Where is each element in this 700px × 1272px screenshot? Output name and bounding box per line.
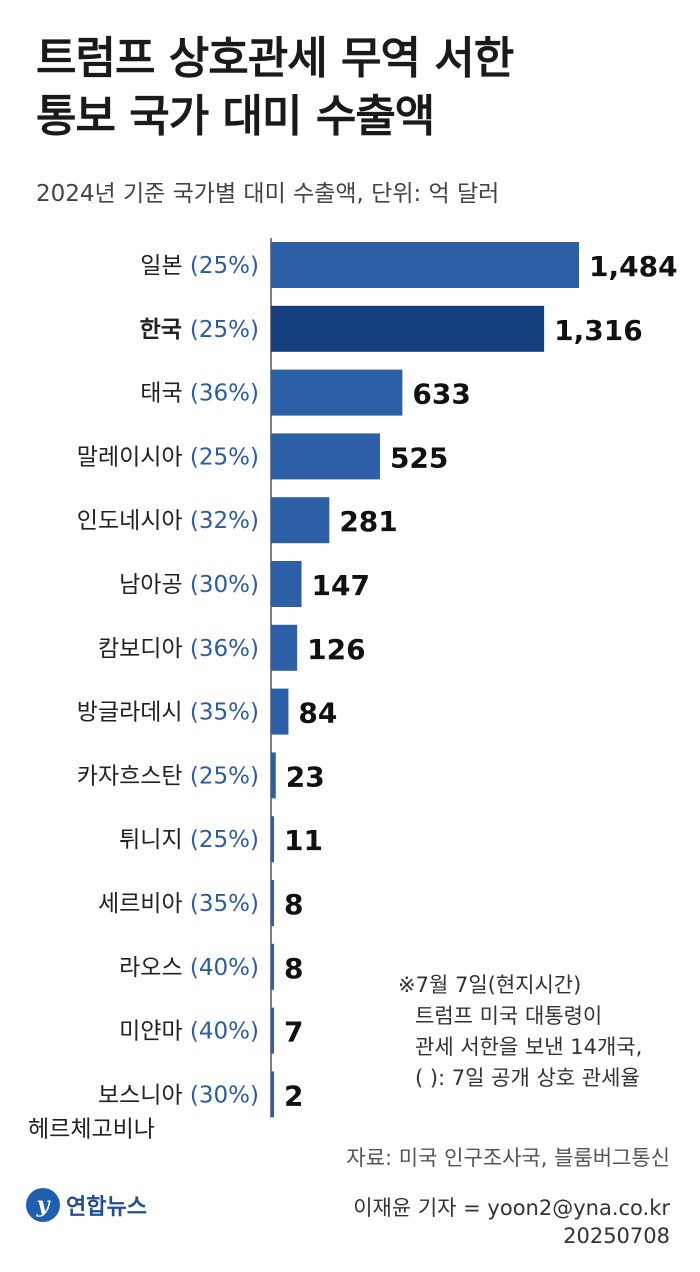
- category-name-0: 일본: [140, 253, 190, 279]
- category-label-8: 카자흐스탄 (25%): [77, 763, 259, 789]
- tariff-rate-7: (35%): [190, 700, 259, 726]
- bar-10: [271, 880, 274, 926]
- footnote-line-2: 트럼프 미국 대통령이: [415, 1004, 603, 1028]
- footnote: ※7월 7일(현지시간) 트럼프 미국 대통령이 관세 서한을 보낸 14개국,…: [398, 970, 693, 1094]
- category-label-9: 튀니지 (25%): [119, 827, 259, 853]
- title-line-1: 트럼프 상호관세 무역 서한: [36, 33, 514, 84]
- bar-12: [271, 1007, 274, 1054]
- category-label-6: 캄보디아 (36%): [98, 636, 259, 662]
- category-label-line2-13: 헤르체고비나: [28, 1116, 155, 1142]
- tariff-rate-12: (40%): [190, 1019, 259, 1045]
- tariff-rate-13: (30%): [190, 1082, 259, 1108]
- bar-5: [271, 561, 302, 607]
- value-label-12: 7: [284, 1016, 303, 1049]
- tariff-rate-2: (36%): [190, 381, 259, 407]
- yonhap-logo-icon: y: [26, 1188, 60, 1222]
- category-name-4: 인도네시아: [77, 508, 190, 534]
- value-label-13: 2: [284, 1079, 303, 1112]
- category-name-5: 남아공: [119, 572, 190, 598]
- bar-4: [271, 497, 330, 544]
- footnote-line-1: ※7월 7일(현지시간): [398, 973, 582, 997]
- bar-9: [271, 816, 274, 863]
- category-label-5: 남아공 (30%): [119, 572, 259, 598]
- value-label-1: 1,316: [554, 314, 643, 347]
- bar-8: [271, 752, 276, 799]
- category-name-3: 말레이시아: [77, 444, 190, 470]
- tariff-rate-0: (25%): [190, 253, 259, 279]
- category-name-11: 라오스: [119, 955, 190, 981]
- value-label-2: 633: [412, 378, 470, 411]
- bar-7: [271, 688, 289, 735]
- value-label-6: 126: [307, 633, 365, 666]
- footnote-line-3: 관세 서한을 보낸 14개국,: [415, 1035, 643, 1059]
- bar-2: [271, 369, 403, 416]
- category-name-12: 미얀마: [119, 1019, 190, 1045]
- bar-3: [271, 433, 380, 480]
- bar-6: [271, 624, 298, 671]
- value-label-8: 23: [286, 760, 325, 793]
- yonhap-logo: y 연합뉴스: [26, 1188, 147, 1222]
- source-text: 자료: 미국 인구조사국, 블룸버그통신: [346, 1146, 670, 1170]
- category-label-3: 말레이시아 (25%): [77, 444, 259, 470]
- title-line-2: 통보 국가 대미 수출액: [36, 91, 435, 142]
- value-label-4: 281: [339, 505, 397, 538]
- category-name-7: 방글라데시: [77, 700, 190, 726]
- category-label-13: 보스니아 (30%): [98, 1082, 259, 1108]
- category-label-10: 세르비아 (35%): [98, 891, 259, 917]
- tariff-rate-4: (32%): [190, 508, 259, 534]
- value-label-7: 84: [298, 697, 337, 730]
- yonhap-logo-name: 연합뉴스: [66, 1195, 147, 1220]
- bar-0: [271, 242, 579, 288]
- tariff-rate-6: (36%): [190, 636, 259, 662]
- value-label-9: 11: [284, 824, 323, 857]
- category-name-1: 한국: [140, 317, 190, 343]
- category-label-4: 인도네시아 (32%): [77, 508, 259, 534]
- tariff-rate-10: (35%): [190, 891, 259, 917]
- bar-13: [271, 1071, 274, 1118]
- category-label-2: 태국 (36%): [140, 381, 259, 407]
- tariff-rate-11: (40%): [190, 955, 259, 981]
- category-name-13: 보스니아: [98, 1082, 190, 1108]
- category-label-1: 한국 (25%): [140, 317, 259, 343]
- subtitle: 2024년 기준 국가별 대미 수출액, 단위: 억 달러: [36, 181, 500, 207]
- category-name-9: 튀니지: [119, 827, 190, 853]
- tariff-rate-1: (25%): [190, 317, 259, 343]
- tariff-rate-9: (25%): [190, 827, 259, 853]
- value-label-11: 8: [284, 952, 303, 985]
- bar-11: [271, 943, 274, 990]
- bar-1: [271, 305, 545, 352]
- category-name-2: 태국: [140, 381, 190, 407]
- tariff-rate-3: (25%): [190, 444, 259, 470]
- category-label-11: 라오스 (40%): [119, 955, 259, 981]
- value-label-10: 8: [284, 888, 303, 921]
- category-label-0: 일본 (25%): [140, 253, 259, 279]
- category-name-8: 카자흐스탄: [77, 763, 190, 789]
- byline: 이재윤 기자 = yoon2@yna.co.kr 20250708: [353, 1194, 670, 1250]
- footnote-line-4: ( ): 7일 공개 상호 관세율: [415, 1066, 640, 1090]
- category-label-12: 미얀마 (40%): [119, 1019, 259, 1045]
- category-label-7: 방글라데시 (35%): [77, 700, 259, 726]
- reporter-credit: 이재윤 기자 = yoon2@yna.co.kr: [353, 1196, 670, 1220]
- value-label-3: 525: [390, 441, 448, 474]
- value-label-0: 1,484: [589, 250, 678, 283]
- category-name-6: 캄보디아: [98, 636, 190, 662]
- tariff-rate-5: (30%): [190, 572, 259, 598]
- page-title: 트럼프 상호관세 무역 서한 통보 국가 대미 수출액: [36, 30, 676, 146]
- category-name-10: 세르비아: [98, 891, 190, 917]
- tariff-rate-8: (25%): [190, 763, 259, 789]
- value-label-5: 147: [312, 569, 370, 602]
- publish-date: 20250708: [563, 1224, 670, 1248]
